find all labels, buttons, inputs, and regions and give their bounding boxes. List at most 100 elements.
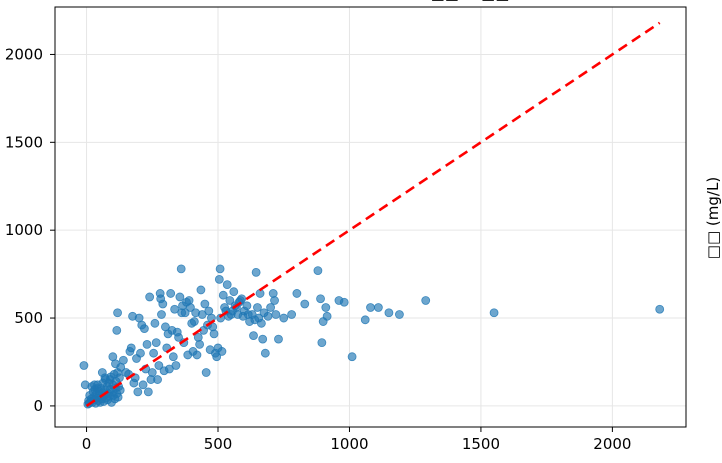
data-point [316, 294, 325, 304]
data-point [154, 361, 164, 370]
data-point [201, 368, 211, 377]
data-point [256, 318, 266, 328]
data-point [263, 311, 273, 321]
data-point [212, 352, 222, 362]
data-point [168, 352, 178, 362]
data-point [133, 387, 143, 397]
data-point [279, 313, 289, 323]
data-point [655, 304, 665, 314]
x-tick-label: 1000 [330, 435, 368, 453]
data-point [287, 310, 297, 319]
data-point [292, 289, 302, 298]
data-point [347, 352, 357, 362]
data-point [118, 355, 128, 365]
data-point [153, 375, 162, 384]
data-point [253, 303, 262, 312]
data-point [322, 311, 332, 321]
data-point [274, 334, 283, 344]
data-point [115, 385, 125, 395]
data-point [176, 264, 186, 274]
x-tick-label: 2000 [593, 435, 631, 453]
data-point [237, 294, 247, 304]
data-point [313, 266, 323, 275]
data-point [166, 289, 176, 298]
data-point [80, 380, 90, 390]
data-point [229, 287, 239, 297]
data-point [317, 338, 327, 348]
data-point [157, 310, 166, 319]
data-point [138, 380, 148, 390]
data-point [266, 303, 275, 312]
data-point [489, 308, 499, 318]
data-point [105, 375, 115, 384]
data-point [196, 285, 206, 295]
data-point [215, 264, 225, 274]
data-point [149, 348, 158, 358]
data-point [249, 331, 258, 341]
data-point [147, 368, 157, 377]
data-point [180, 308, 190, 318]
data-point [222, 280, 232, 290]
y-tick-label: 0 [33, 397, 43, 415]
data-point [373, 303, 383, 312]
data-point [171, 361, 181, 370]
data-point [260, 348, 270, 358]
x-tick-label: 1500 [462, 435, 500, 453]
data-point [214, 274, 224, 284]
data-point [218, 290, 228, 300]
data-point [271, 310, 281, 319]
data-point [421, 296, 431, 305]
data-point [136, 348, 145, 358]
data-point [225, 296, 235, 305]
data-point [366, 303, 375, 312]
data-point [115, 373, 124, 383]
data-point [384, 308, 394, 318]
reference-line [85, 21, 661, 407]
data-point [186, 303, 195, 312]
y-axis-label-right: □□ (mg/L) [704, 177, 722, 259]
data-point [158, 299, 168, 309]
data-point [174, 332, 183, 342]
data-point [258, 334, 268, 344]
data-point [251, 267, 261, 277]
data-point [151, 338, 161, 348]
y-tick-label: 1000 [5, 221, 43, 239]
data-point [143, 387, 153, 397]
data-point [92, 383, 102, 393]
data-point [170, 304, 180, 314]
data-point [200, 299, 210, 309]
data-point [192, 350, 202, 360]
data-point [126, 343, 136, 353]
y-tick-label: 1500 [5, 133, 43, 151]
data-point [79, 361, 89, 370]
data-point [217, 347, 227, 356]
y-tick-label: 2000 [5, 45, 43, 63]
data-point [175, 292, 185, 302]
data-point [339, 297, 349, 307]
data-point [145, 292, 155, 302]
data-point [112, 325, 122, 335]
data-point [150, 318, 160, 328]
data-point [184, 296, 194, 305]
data-point [242, 301, 252, 311]
data-point [139, 324, 149, 333]
data-point [321, 303, 331, 312]
y-tick-label: 500 [14, 309, 43, 327]
data-points [79, 264, 665, 409]
data-point [142, 340, 152, 349]
data-point [268, 289, 278, 298]
x-axis-ticks: 0 500 1000 1500 2000 [82, 427, 631, 453]
data-point [195, 340, 205, 349]
data-point [270, 296, 279, 305]
data-point [113, 308, 122, 318]
chart-title: □□ = □□ [431, 0, 510, 3]
data-point [300, 299, 310, 309]
data-point [189, 317, 199, 326]
plot-frame [54, 6, 687, 428]
x-tick-label: 0 [82, 435, 92, 453]
data-point [209, 329, 219, 339]
x-tick-label: 500 [204, 435, 233, 453]
y-axis-ticks: 0 500 1000 1500 2000 [5, 45, 55, 415]
data-point [360, 315, 370, 325]
